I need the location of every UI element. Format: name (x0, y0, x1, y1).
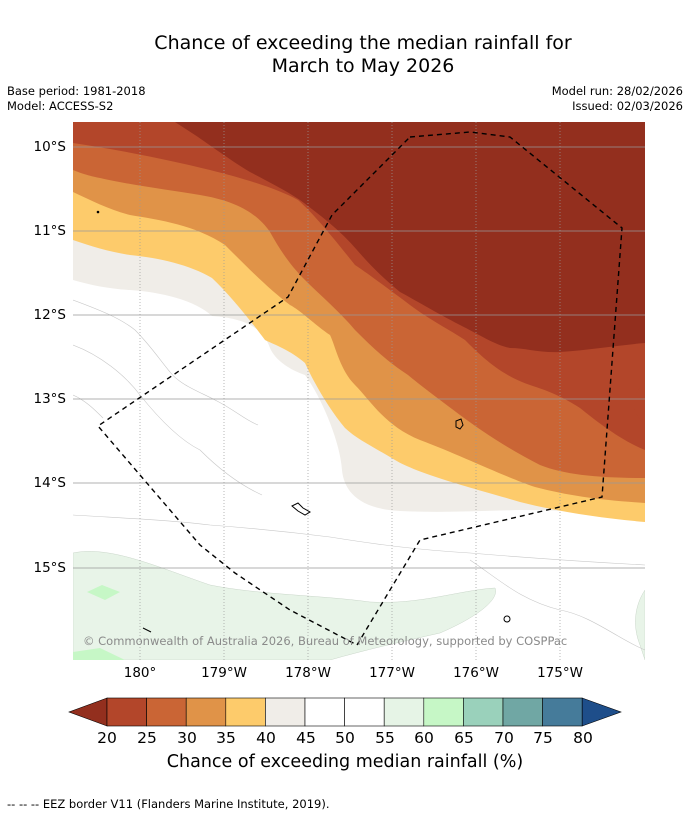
colorbar-swatch (502, 697, 543, 727)
map-zone-60-65-corner (73, 648, 125, 660)
base-period-label: Base period: 1981-2018 (7, 84, 146, 98)
map-zone-20-25-darkbrown (175, 122, 645, 353)
colorbar-swatch (146, 697, 187, 727)
colorbar-swatch (106, 697, 147, 727)
colorbar-tick: 45 (296, 729, 316, 747)
map-zone-55-60-green (73, 551, 496, 660)
colorbar-tick: 60 (414, 729, 434, 747)
model-run-label: Model run: 28/02/2026 (551, 84, 683, 98)
chart-title-line2: March to May 2026 (271, 55, 455, 77)
colorbar-tick: 50 (335, 729, 355, 747)
colorbar-arrow-low (68, 697, 108, 727)
colorbar-swatch (423, 697, 464, 727)
colorbar-swatch (225, 697, 266, 727)
colorbar-tick: 65 (454, 729, 474, 747)
colorbar-tick: 75 (533, 729, 553, 747)
colorbar-swatch (265, 697, 306, 727)
lat-label-14s: 14°S (33, 475, 67, 491)
colorbar-arrow-high (581, 697, 622, 727)
colorbar-label: Chance of exceeding median rainfall (%) (166, 752, 524, 772)
lon-label-176w: 176°W (453, 665, 499, 681)
map-faint-contour-2 (73, 344, 263, 496)
meta-right: Model run: 28/02/2026 Issued: 02/03/2026 (552, 84, 683, 114)
map-faint-contour-4 (469, 559, 645, 651)
map-faint-contour-5 (73, 394, 104, 419)
lon-label-175w: 175°W (537, 665, 583, 681)
lon-label-179w: 179°W (201, 665, 247, 681)
colorbar-swatch (463, 697, 504, 727)
chart-title-line1: Chance of exceeding the median rainfall … (154, 32, 572, 54)
map-zone-55-60-green-right (635, 589, 645, 660)
model-label: Model: ACCESS-S2 (7, 99, 114, 113)
map-zone-25-30-edge (633, 383, 645, 430)
lat-label-15s: 15°S (33, 560, 67, 576)
colorbar-swatch (344, 697, 385, 727)
colorbar-tick: 70 (494, 729, 514, 747)
map-faint-contour-1 (73, 299, 259, 426)
colorbar-tick: 40 (256, 729, 276, 747)
map-grid (73, 122, 645, 660)
lat-label-11s: 11°S (33, 223, 67, 239)
map-zone-60-65-patch (87, 585, 120, 600)
island-3 (503, 615, 511, 623)
colorbar-tick: 80 (573, 729, 593, 747)
lon-label-180: 180° (123, 665, 157, 681)
colorbar-swatches (68, 697, 622, 727)
lat-label-10s: 10°S (33, 139, 67, 155)
colorbar-tick: 20 (97, 729, 117, 747)
colorbar-swatch (304, 697, 345, 727)
lat-label-13s: 13°S (33, 391, 67, 407)
colorbar-swatch (542, 697, 583, 727)
meta-left: Base period: 1981-2018 Model: ACCESS-S2 (7, 84, 146, 114)
island-4 (142, 627, 152, 633)
colorbar-tick: 25 (137, 729, 157, 747)
map-islands (96, 210, 511, 633)
island-1 (455, 418, 464, 430)
colorbar-swatch (185, 697, 227, 727)
lon-label-178w: 178°W (285, 665, 331, 681)
colorbar-tick: 35 (216, 729, 236, 747)
colorbar-tick: 30 (177, 729, 197, 747)
island-2 (291, 502, 311, 516)
copyright-text: © Commonwealth of Australia 2026, Bureau… (83, 634, 567, 648)
eez-legend: -- -- -- EEZ border V11 (Flanders Marine… (7, 797, 330, 811)
map-faint-contour-3 (73, 514, 645, 566)
colorbar-swatch (383, 697, 425, 727)
issued-label: Issued: 02/03/2026 (572, 99, 683, 113)
lon-label-177w: 177°W (369, 665, 415, 681)
island-5 (96, 210, 100, 214)
lat-label-12s: 12°S (33, 307, 67, 323)
colorbar-tick: 55 (375, 729, 395, 747)
